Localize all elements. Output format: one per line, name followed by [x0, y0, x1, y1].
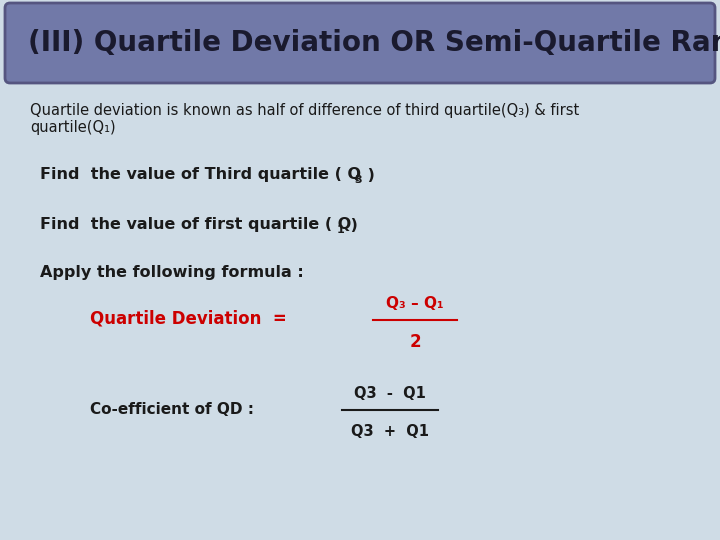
Text: Quartile Deviation  =: Quartile Deviation = [90, 309, 287, 327]
Text: Find  the value of Third quartile ( Q: Find the value of Third quartile ( Q [40, 167, 361, 183]
Text: Apply the following formula :: Apply the following formula : [40, 266, 304, 280]
FancyBboxPatch shape [5, 3, 715, 83]
Text: Q3  -  Q1: Q3 - Q1 [354, 386, 426, 401]
Text: quartile(Q₁): quartile(Q₁) [30, 120, 116, 135]
Text: Q3  +  Q1: Q3 + Q1 [351, 424, 429, 440]
Text: 2: 2 [409, 333, 420, 351]
Text: ): ) [345, 218, 358, 233]
Text: Co-efficient of QD :: Co-efficient of QD : [90, 402, 254, 417]
Text: 1: 1 [337, 225, 345, 235]
Text: 3: 3 [354, 175, 361, 185]
Text: (III) Quartile Deviation OR Semi-Quartile Range: (III) Quartile Deviation OR Semi-Quartil… [28, 29, 720, 57]
Text: ): ) [362, 167, 375, 183]
Text: Quartile deviation is known as half of difference of third quartile(Q₃) & first: Quartile deviation is known as half of d… [30, 103, 580, 118]
Text: Q₃ – Q₁: Q₃ – Q₁ [386, 295, 444, 310]
Text: Find  the value of first quartile ( Q: Find the value of first quartile ( Q [40, 218, 351, 233]
